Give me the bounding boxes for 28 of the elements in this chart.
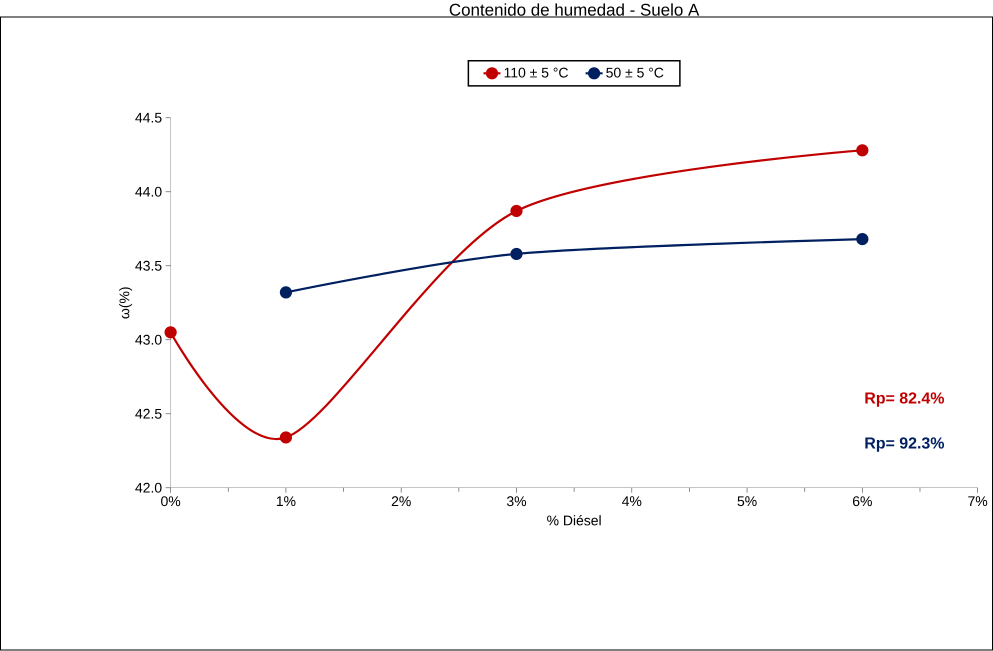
legend-label: 50 ± 5 °C [606, 68, 664, 78]
point [510, 248, 523, 260]
chart-title: Contenido de humedad - Suelo A [450, 4, 700, 16]
x-tick-label: 4% [622, 496, 642, 506]
y-tick-label: 44.0 [135, 187, 162, 197]
point [280, 286, 292, 299]
x-tick-label: 1% [276, 496, 296, 506]
y-tick-label: 43.0 [135, 335, 162, 345]
x-tick-label: 5% [738, 496, 757, 506]
point [280, 432, 292, 444]
y-tick-label: 43.5 [135, 261, 162, 271]
x-tick-label: 2% [392, 496, 411, 506]
annotation: Rp= 82.4% [865, 392, 944, 408]
y-tick-label: 42.0 [135, 483, 162, 493]
x-tick-label: 7% [968, 496, 988, 506]
x-tick-label: 3% [506, 496, 526, 506]
x-tick-label: 6% [852, 496, 872, 506]
y-tick-label: 42.5 [135, 409, 162, 419]
annotation: Rp= 92.3% [865, 438, 944, 452]
point [856, 233, 868, 246]
legend-label: 110 ± 5 °C [504, 68, 568, 78]
point [164, 326, 177, 339]
x-tick-label: 0% [161, 496, 180, 506]
x-axis-title: % Diésel [547, 515, 601, 526]
point [856, 144, 868, 157]
y-axis-title: ω(%) [119, 288, 132, 319]
y-tick-label: 44.5 [135, 113, 162, 123]
point [510, 205, 523, 218]
